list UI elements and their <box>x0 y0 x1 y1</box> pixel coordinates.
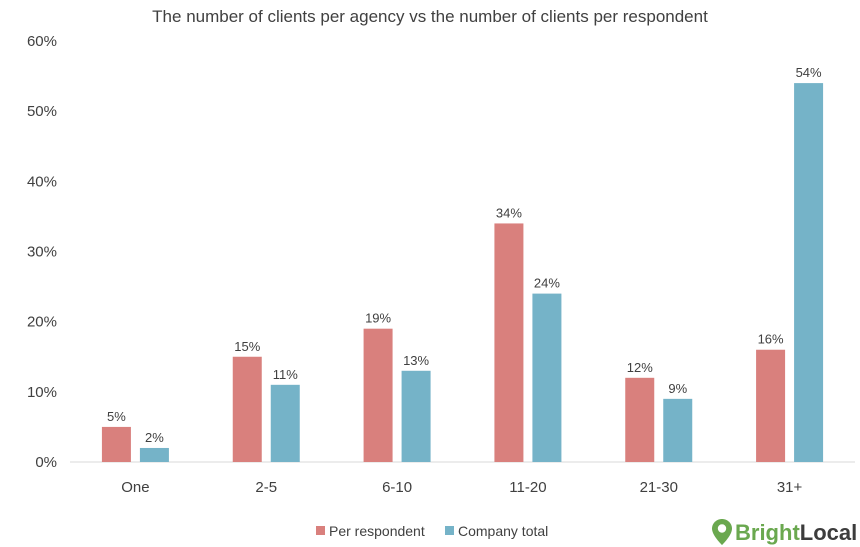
legend-swatch <box>316 526 325 535</box>
y-tick-label: 20% <box>27 314 57 331</box>
data-label: 16% <box>758 332 784 347</box>
y-tick-label: 50% <box>27 103 57 120</box>
y-tick-label: 60% <box>27 33 57 50</box>
data-label: 19% <box>365 311 391 326</box>
bar-per-respondent <box>363 328 393 462</box>
data-label: 13% <box>403 353 429 368</box>
x-tick-label: 2-5 <box>255 479 277 496</box>
logo-text: BrightLocal <box>735 520 857 545</box>
data-label: 9% <box>668 381 687 396</box>
bars-group: 5% 2% 15% 11% 19% 13% 34% 24% 12% 9% 16% 54% <box>101 65 824 462</box>
map-pin-icon <box>712 519 732 545</box>
bar-per-respondent <box>101 426 131 462</box>
bar-company-total <box>270 384 300 462</box>
data-label: 54% <box>796 65 822 80</box>
bar-company-total <box>401 370 431 462</box>
y-tick-label: 30% <box>27 244 57 261</box>
data-label: 11% <box>273 367 298 382</box>
x-tick-label: 11-20 <box>509 479 546 496</box>
y-axis: 0% 10% 20% 30% 40% 50% 60% <box>27 33 57 471</box>
data-label: 34% <box>496 205 522 220</box>
bar-company-total <box>663 398 693 462</box>
data-label: 24% <box>534 276 560 291</box>
data-label: 2% <box>145 430 164 445</box>
legend-label: Company total <box>458 523 548 539</box>
chart-title: The number of clients per agency vs the … <box>152 7 708 26</box>
legend-label: Per respondent <box>329 523 425 539</box>
x-tick-label: 6-10 <box>382 479 412 496</box>
x-tick-label: 21-30 <box>640 479 678 496</box>
x-tick-label: One <box>121 479 149 496</box>
legend-swatch <box>445 526 454 535</box>
data-label: 15% <box>234 339 260 354</box>
legend: Per respondent Company total <box>316 523 548 539</box>
bar-company-total <box>794 83 824 462</box>
y-tick-label: 0% <box>35 454 57 471</box>
bar-per-respondent <box>756 349 786 462</box>
x-tick-label: 31+ <box>777 479 803 496</box>
data-label: 5% <box>107 409 126 424</box>
y-tick-label: 40% <box>27 173 57 190</box>
bar-per-respondent <box>494 223 524 462</box>
logo-text-bright: Bright <box>735 520 800 545</box>
brightlocal-logo: BrightLocal <box>712 519 857 545</box>
bar-per-respondent <box>232 356 262 462</box>
data-label: 12% <box>627 360 653 375</box>
logo-text-local: Local <box>800 520 857 545</box>
bar-company-total <box>139 447 169 462</box>
x-axis: One 2-5 6-10 11-20 21-30 31+ <box>121 479 802 496</box>
bar-company-total <box>532 293 562 462</box>
bar-per-respondent <box>625 377 655 462</box>
y-tick-label: 10% <box>27 384 57 401</box>
